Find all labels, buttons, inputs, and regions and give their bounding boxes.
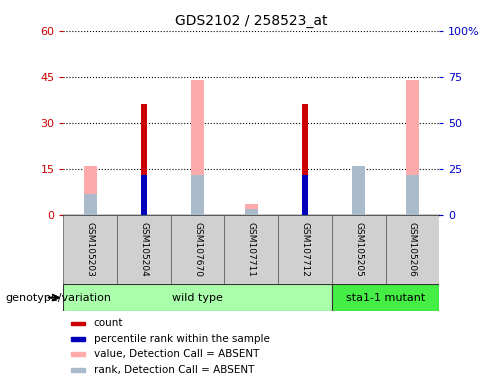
Bar: [191, 80, 204, 215]
FancyBboxPatch shape: [332, 215, 386, 284]
Text: sta1-1 mutant: sta1-1 mutant: [346, 293, 425, 303]
FancyBboxPatch shape: [63, 284, 332, 311]
Text: GSM107670: GSM107670: [193, 222, 202, 277]
Text: rank, Detection Call = ABSENT: rank, Detection Call = ABSENT: [94, 365, 254, 375]
Text: GSM107712: GSM107712: [301, 222, 309, 277]
Bar: [71, 368, 85, 372]
FancyBboxPatch shape: [332, 284, 439, 311]
Bar: [406, 175, 419, 215]
Bar: [141, 104, 147, 215]
FancyBboxPatch shape: [386, 215, 439, 284]
Bar: [71, 337, 85, 341]
Bar: [83, 194, 97, 215]
Bar: [71, 321, 85, 325]
Bar: [302, 175, 308, 215]
FancyBboxPatch shape: [117, 215, 171, 284]
Text: genotype/variation: genotype/variation: [5, 293, 111, 303]
Text: GSM105206: GSM105206: [408, 222, 417, 277]
Bar: [352, 166, 366, 215]
Text: GSM105203: GSM105203: [86, 222, 95, 277]
Text: count: count: [94, 318, 123, 328]
Bar: [352, 166, 366, 215]
Bar: [244, 204, 258, 215]
Bar: [141, 175, 147, 215]
Text: GSM107711: GSM107711: [247, 222, 256, 277]
Bar: [191, 175, 204, 215]
Bar: [302, 104, 308, 215]
Bar: [71, 352, 85, 356]
Bar: [83, 166, 97, 215]
Title: GDS2102 / 258523_at: GDS2102 / 258523_at: [175, 14, 327, 28]
Text: wild type: wild type: [172, 293, 223, 303]
FancyBboxPatch shape: [224, 215, 278, 284]
Text: GSM105204: GSM105204: [140, 222, 148, 277]
Bar: [244, 209, 258, 215]
FancyBboxPatch shape: [171, 215, 224, 284]
Text: GSM105205: GSM105205: [354, 222, 363, 277]
FancyBboxPatch shape: [278, 215, 332, 284]
FancyBboxPatch shape: [63, 215, 117, 284]
Text: value, Detection Call = ABSENT: value, Detection Call = ABSENT: [94, 349, 259, 359]
Text: percentile rank within the sample: percentile rank within the sample: [94, 334, 269, 344]
Bar: [406, 80, 419, 215]
